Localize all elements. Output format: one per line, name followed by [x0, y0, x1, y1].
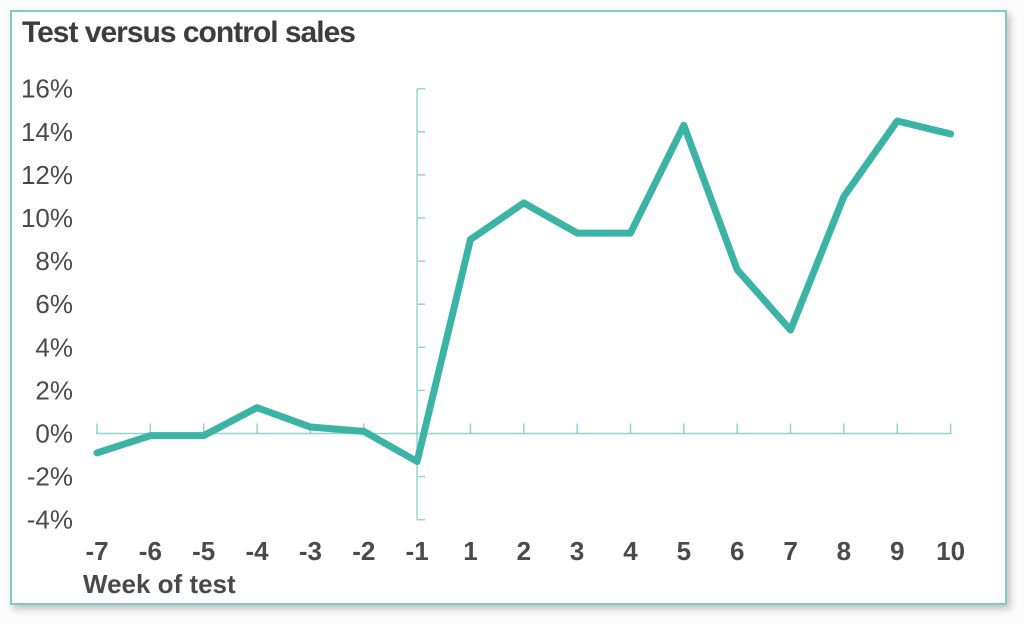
x-tick-label: 10 — [936, 536, 965, 566]
x-tick-label: 9 — [890, 536, 904, 566]
y-tick-label: 6% — [35, 289, 73, 319]
y-tick-label: 8% — [35, 246, 73, 276]
chart-card — [10, 10, 1007, 605]
x-tick-label: 5 — [677, 536, 691, 566]
x-tick-label: -6 — [139, 536, 162, 566]
y-tick-label: 14% — [21, 117, 73, 147]
x-tick-label: 6 — [730, 536, 744, 566]
x-tick-label: 7 — [783, 536, 797, 566]
x-tick-label: 2 — [517, 536, 531, 566]
x-tick-label: -1 — [406, 536, 429, 566]
y-tick-label: 10% — [21, 203, 73, 233]
x-tick-label: 3 — [570, 536, 584, 566]
x-tick-label: -7 — [85, 536, 108, 566]
x-tick-label: -3 — [299, 536, 322, 566]
y-tick-label: 12% — [21, 160, 73, 190]
y-tick-label: -2% — [27, 462, 73, 492]
series-line-test-vs-control — [93, 117, 955, 466]
y-tick-label: 2% — [35, 375, 73, 405]
x-axis-title: Week of test — [83, 569, 236, 599]
x-tick-label: 8 — [837, 536, 851, 566]
y-tick-label: -4% — [27, 505, 73, 535]
x-tick-label: 1 — [463, 536, 477, 566]
y-tick-label: 0% — [35, 419, 73, 449]
x-tick-label: -2 — [352, 536, 375, 566]
y-tick-label: 4% — [35, 332, 73, 362]
chart-title: Test versus control sales — [22, 16, 356, 49]
y-tick-label: 16% — [21, 74, 73, 104]
x-tick-label: -5 — [192, 536, 215, 566]
x-tick-label: -4 — [245, 536, 269, 566]
x-tick-label: 4 — [623, 536, 638, 566]
